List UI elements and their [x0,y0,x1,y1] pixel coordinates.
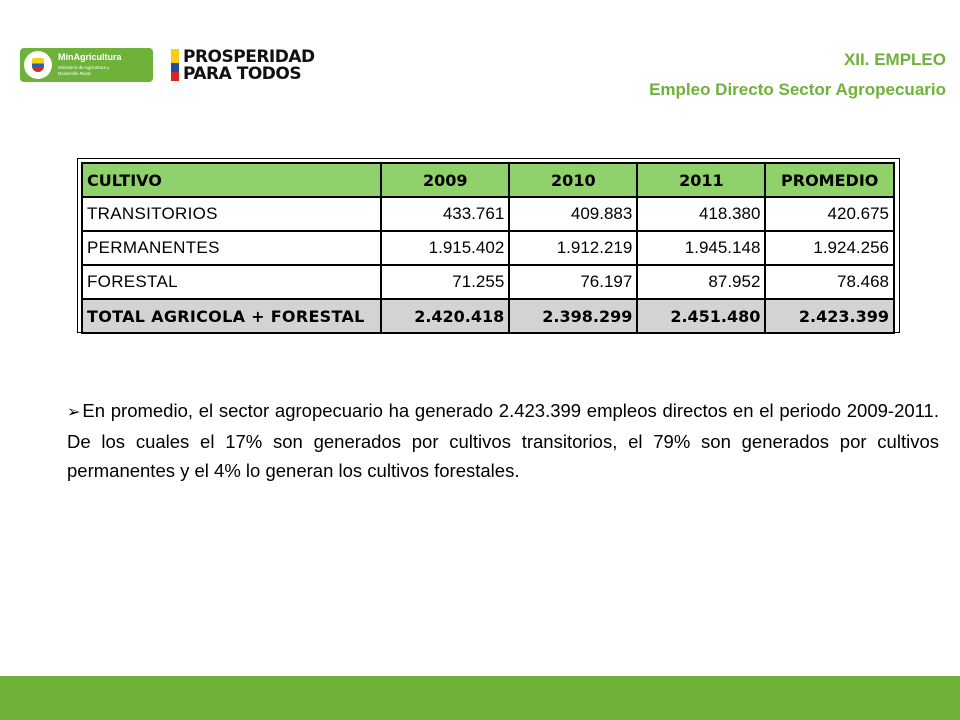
arrow-bullet-icon: ➢ [67,404,81,421]
column-header: CULTIVO [80,162,383,198]
table-cell: 420.675 [764,196,895,232]
prosperidad-logo: PROSPERIDAD PARA TODOS [171,45,315,85]
employment-table: CULTIVO 2009 2010 2011 PROMEDIO TRANSITO… [80,162,895,334]
coat-of-arms-icon [24,51,52,79]
column-header: 2010 [508,162,639,198]
total-cell: 2.420.418 [380,298,511,334]
table-cell: 1.945.148 [636,230,767,266]
table-cell: 1.915.402 [380,230,511,266]
total-cell: 2.398.299 [508,298,639,334]
table-header-row: CULTIVO 2009 2010 2011 PROMEDIO [80,162,895,198]
table-cell: 1.912.219 [508,230,639,266]
flag-bars-icon [171,49,179,81]
employment-table-frame: CULTIVO 2009 2010 2011 PROMEDIO TRANSITO… [77,158,900,334]
summary-text: En promedio, el sector agropecuario ha g… [67,400,939,481]
campaign-line-1: PROSPERIDAD [183,47,315,67]
table-cell: 409.883 [508,196,639,232]
table-row: PERMANENTES 1.915.402 1.912.219 1.945.14… [80,230,895,266]
row-label: TRANSITORIOS [80,196,383,232]
table-cell: 433.761 [380,196,511,232]
page-subtitle: Empleo Directo Sector Agropecuario [649,80,946,99]
minagricultura-logo: MinAgricultura Ministerio de Agricultura… [20,48,153,82]
table-cell: 76.197 [508,264,639,300]
table-total-row: TOTAL AGRICOLA + FORESTAL 2.420.418 2.39… [80,298,895,334]
table-row: FORESTAL 71.255 76.197 87.952 78.468 [80,264,895,300]
footer-bar [0,676,960,720]
total-cell: 2.423.399 [764,298,895,334]
table-cell: 418.380 [636,196,767,232]
column-header: PROMEDIO [764,162,895,198]
table-row: TRANSITORIOS 433.761 409.883 418.380 420… [80,196,895,232]
column-header: 2011 [636,162,767,198]
row-label: PERMANENTES [80,230,383,266]
table-cell: 71.255 [380,264,511,300]
total-cell: 2.451.480 [636,298,767,334]
table-cell: 78.468 [764,264,895,300]
table-cell: 87.952 [636,264,767,300]
section-title: XII. EMPLEO [843,50,946,69]
ministry-name: MinAgricultura [58,52,122,62]
summary-paragraph: ➢ En promedio, el sector agropecuario ha … [67,396,939,485]
total-label: TOTAL AGRICOLA + FORESTAL [80,298,383,334]
table-cell: 1.924.256 [764,230,895,266]
column-header: 2009 [380,162,511,198]
row-label: FORESTAL [80,264,383,300]
campaign-line-2: PARA TODOS [183,64,302,84]
ministry-subtitle: Ministerio de Agricultura y Desarrollo R… [58,65,110,76]
